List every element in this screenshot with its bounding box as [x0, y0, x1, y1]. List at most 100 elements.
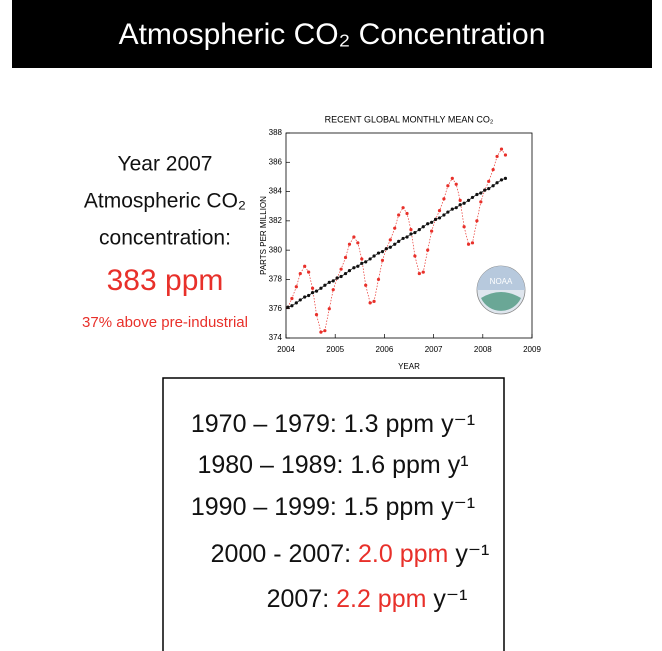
data-point: [294, 285, 298, 289]
data-point: [499, 147, 504, 151]
data-point: [479, 191, 483, 195]
y-tick-label: 380: [269, 245, 283, 254]
rate-line: 2000 - 2007: 2.0 ppm y⁻¹: [211, 540, 490, 568]
data-point: [380, 250, 385, 254]
data-point: [437, 216, 442, 220]
data-point: [458, 203, 462, 207]
y-tick-label: 386: [269, 157, 283, 166]
data-point: [303, 264, 307, 268]
data-point: [323, 283, 327, 287]
data-point: [384, 247, 388, 251]
data-point: [491, 184, 495, 188]
data-point: [307, 270, 311, 274]
rate-unit: y⁻¹: [455, 540, 489, 568]
data-point: [347, 242, 352, 246]
data-point: [417, 228, 421, 232]
data-point: [495, 181, 499, 185]
data-point: [487, 187, 491, 191]
data-point: [310, 286, 315, 290]
data-point: [479, 200, 483, 204]
data-point: [339, 274, 343, 279]
rate-line: 2007: 2.2 ppm y⁻¹: [267, 585, 468, 613]
data-point: [437, 209, 442, 213]
data-point: [393, 242, 397, 246]
data-point: [503, 153, 508, 157]
rate-value: 1.5 ppm: [344, 493, 434, 521]
rate-unit: y⁻¹: [441, 410, 475, 438]
data-point: [372, 299, 376, 303]
data-point: [409, 232, 413, 236]
data-point: [347, 269, 352, 273]
data-point: [323, 329, 327, 333]
noaa-logo: NOAA: [476, 265, 526, 315]
data-point: [446, 184, 450, 188]
data-point: [327, 307, 331, 311]
svg-text:NOAA: NOAA: [490, 277, 513, 286]
data-point: [421, 270, 425, 274]
x-tick-label: 2008: [474, 345, 492, 354]
data-point: [405, 235, 409, 239]
data-point: [466, 242, 471, 246]
data-point: [335, 276, 339, 280]
data-point: [356, 264, 360, 268]
data-point: [421, 225, 425, 229]
data-point: [475, 219, 479, 223]
data-point: [368, 301, 372, 305]
data-point: [462, 225, 466, 229]
data-point: [454, 182, 458, 186]
data-point: [307, 293, 311, 298]
data-point: [426, 222, 430, 226]
data-point: [331, 279, 335, 283]
summary-line: Year 2007: [118, 153, 213, 176]
data-point: [401, 236, 405, 241]
data-point: [487, 179, 491, 183]
data-point: [294, 301, 298, 305]
data-point: [372, 254, 376, 258]
data-point: [450, 176, 454, 180]
data-point: [409, 228, 413, 232]
y-axis-label: PARTS PER MILLION: [259, 196, 268, 275]
header-bar: [12, 0, 652, 68]
x-tick-label: 2006: [376, 345, 394, 354]
data-point: [442, 213, 446, 217]
data-point: [442, 197, 446, 201]
data-point: [426, 248, 430, 252]
rate-period: 1970 – 1979:: [191, 410, 337, 438]
data-point: [290, 304, 294, 308]
data-point: [314, 312, 319, 317]
data-point: [499, 178, 504, 182]
rate-unit: y¹: [448, 451, 469, 479]
x-tick-label: 2004: [277, 345, 295, 354]
data-point: [314, 289, 319, 293]
summary-value: 383 ppm: [107, 264, 224, 297]
summary-line: Atmospheric CO₂: [84, 190, 246, 213]
data-point: [388, 238, 392, 242]
data-point: [376, 277, 381, 282]
data-point: [388, 245, 392, 249]
rate-value: 2.2 ppm: [336, 585, 426, 613]
chart-title: RECENT GLOBAL MONTHLY MEAN CO₂: [325, 114, 494, 124]
data-point: [413, 230, 417, 235]
rate-period: 1990 – 1999:: [191, 493, 337, 521]
x-axis-label: YEAR: [398, 362, 420, 371]
x-tick-label: 2005: [326, 345, 344, 354]
data-point: [430, 229, 434, 233]
data-point: [343, 255, 348, 260]
rate-period: 1980 – 1989:: [197, 451, 343, 479]
data-point: [352, 235, 356, 239]
rate-period: 2007:: [267, 585, 330, 613]
data-point: [368, 257, 372, 261]
data-point: [360, 257, 364, 261]
rates-box: [162, 377, 505, 651]
data-point: [303, 295, 307, 299]
data-point: [458, 198, 462, 202]
data-point: [364, 283, 368, 287]
series-line: [287, 148, 506, 333]
y-tick-label: 376: [269, 304, 283, 313]
data-point: [470, 241, 475, 245]
data-point: [376, 251, 381, 255]
data-point: [450, 207, 454, 211]
data-point: [339, 267, 343, 271]
data-point: [401, 206, 405, 210]
